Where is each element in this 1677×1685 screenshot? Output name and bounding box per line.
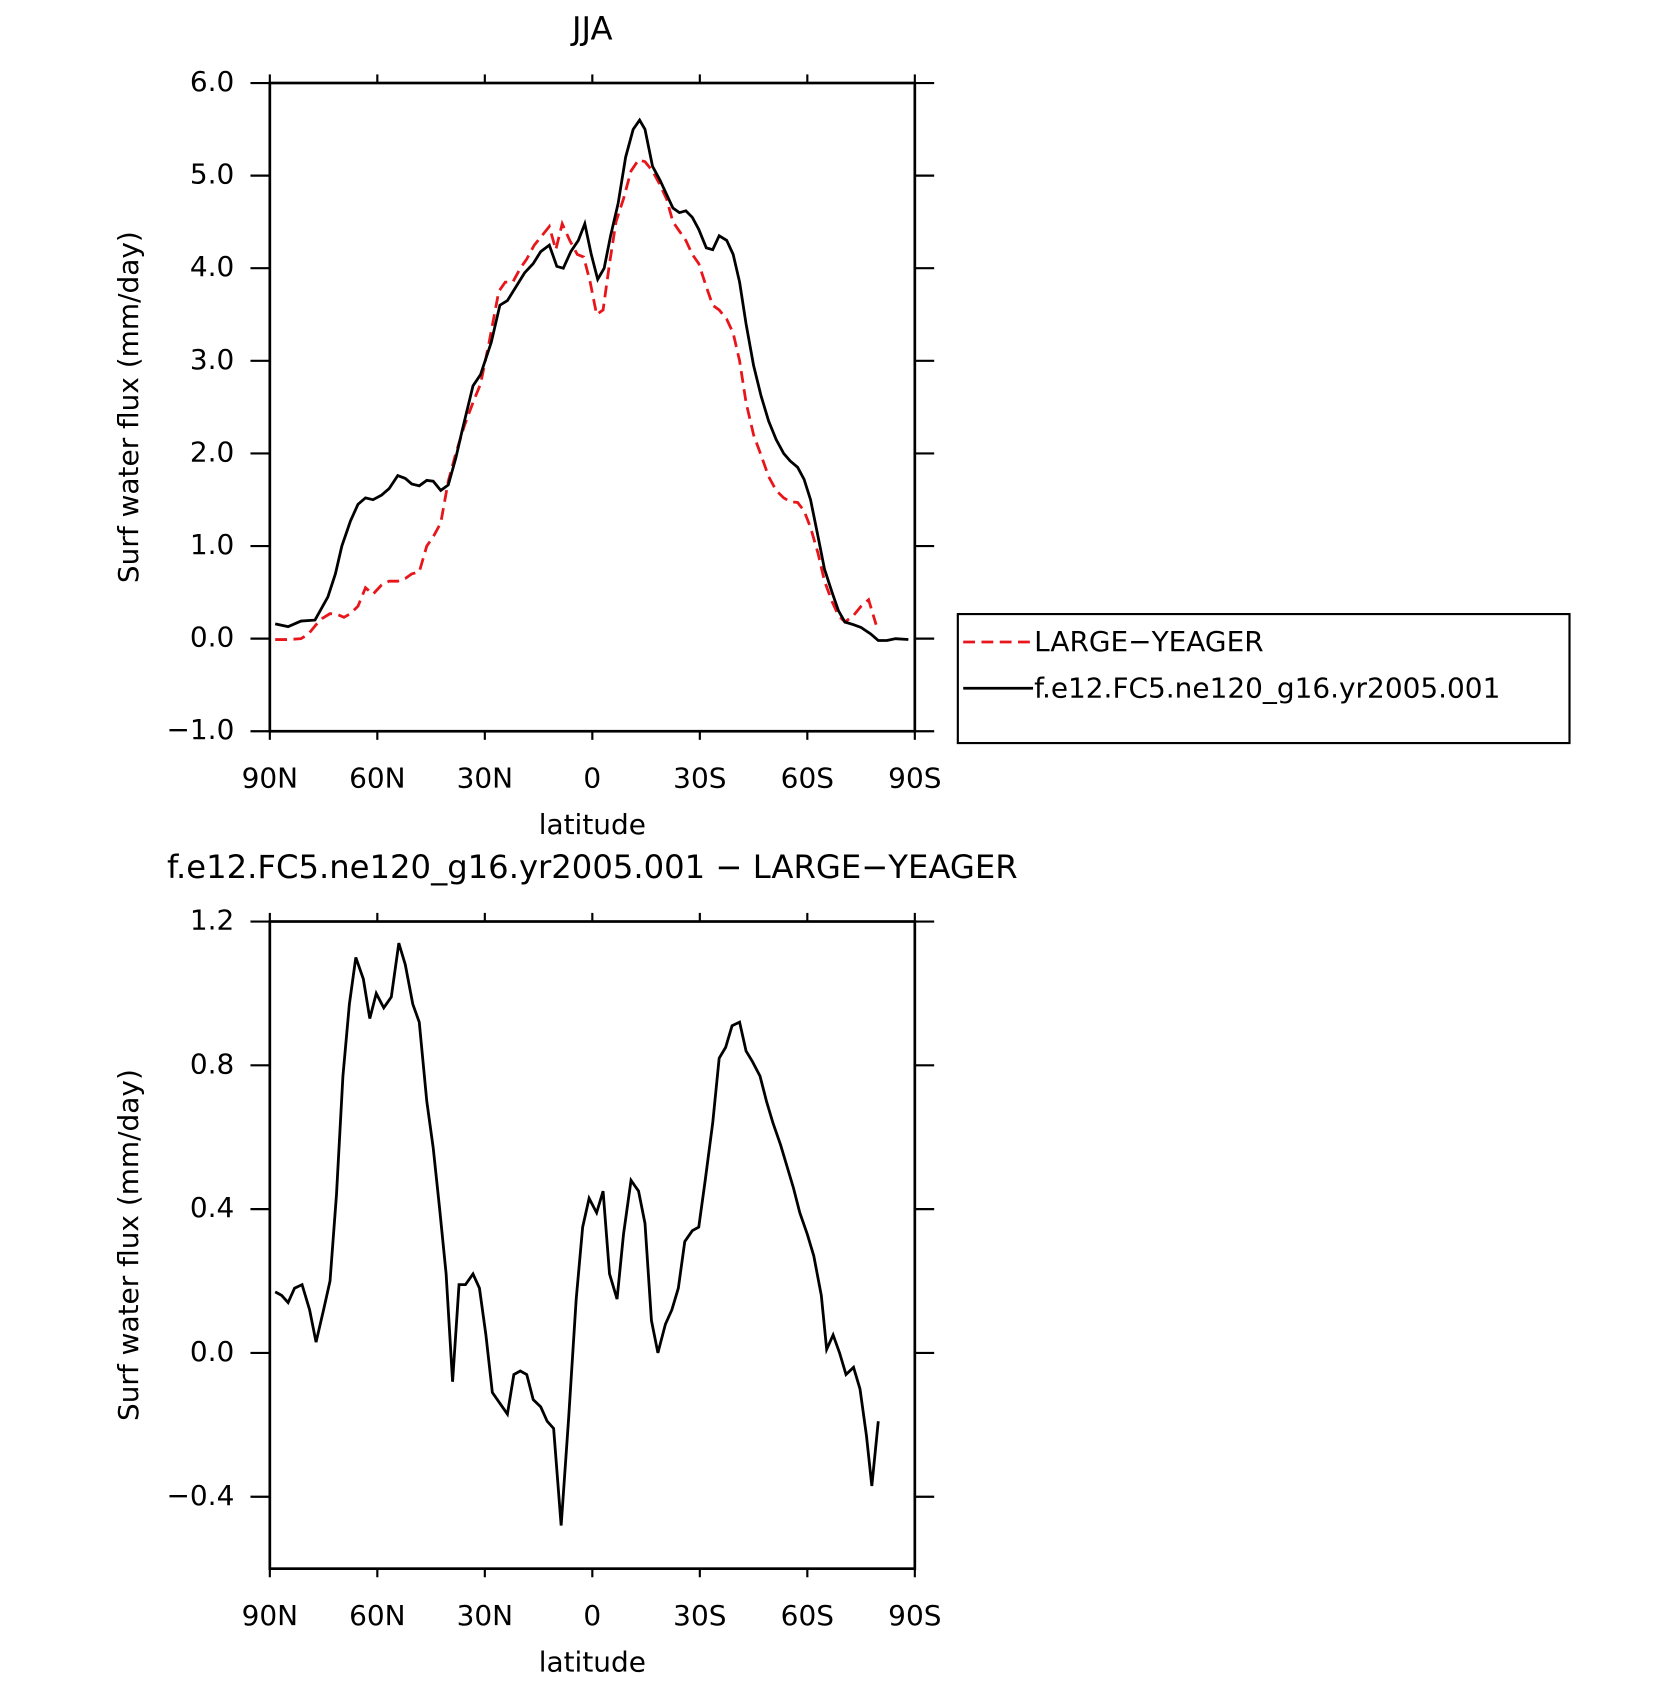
x-tick-label: 60S <box>781 1599 834 1632</box>
y-tick-label: −0.4 <box>167 1479 235 1512</box>
x-tick-label: 90N <box>242 762 298 795</box>
chart-title: JJA <box>570 9 613 47</box>
plot: f.e12.FC5.ne120_g16.yr2005.001 − LARGE−Y… <box>112 848 1018 1678</box>
y-tick-label: 0.0 <box>190 1335 234 1368</box>
y-axis-label: Surf water flux (mm/day) <box>112 231 145 583</box>
x-tick-label: 0 <box>583 1599 601 1632</box>
x-tick-label: 90S <box>888 1599 941 1632</box>
x-axis-label: latitude <box>539 808 646 841</box>
plot-frame <box>268 920 917 1571</box>
x-tick-label: 60N <box>349 762 405 795</box>
plot-frame <box>268 81 917 733</box>
x-tick-label: 60S <box>781 762 834 795</box>
x-tick-label: 60N <box>349 1599 405 1632</box>
data-line <box>274 942 880 1526</box>
y-tick-label: −1.0 <box>167 713 235 746</box>
y-tick-label: 0.8 <box>190 1047 234 1080</box>
y-tick-label: 4.0 <box>190 250 234 283</box>
y-tick-label: 1.2 <box>190 904 234 937</box>
x-tick-label: 30N <box>457 762 513 795</box>
y-tick-label: 0.0 <box>190 621 234 654</box>
data-line <box>275 158 878 641</box>
y-tick-label: 2.0 <box>190 435 234 468</box>
y-tick-label: 6.0 <box>190 65 234 98</box>
legend-box <box>956 612 1571 745</box>
x-tick-label: 30S <box>673 762 726 795</box>
x-axis-label: latitude <box>539 1645 646 1678</box>
y-tick-label: 5.0 <box>190 158 234 191</box>
x-tick-label: 30S <box>673 1599 726 1632</box>
y-axis-label: Surf water flux (mm/day) <box>112 1069 145 1421</box>
y-tick-label: 1.0 <box>190 528 234 561</box>
y-tick-label: 3.0 <box>190 343 234 376</box>
legend-label: f.e12.FC5.ne120_g16.yr2005.001 <box>1034 671 1500 704</box>
y-tick-label: 0.4 <box>190 1191 234 1224</box>
chart-title: f.e12.FC5.ne120_g16.yr2005.001 − LARGE−Y… <box>167 848 1018 886</box>
x-tick-label: 0 <box>583 762 601 795</box>
x-tick-label: 30N <box>457 1599 513 1632</box>
x-tick-label: 90S <box>888 762 941 795</box>
x-tick-label: 90N <box>242 1599 298 1632</box>
legend-label: LARGE−YEAGER <box>1034 625 1264 658</box>
data-line <box>274 117 909 642</box>
plot: JJA latitude Surf water flux (mm/day) −1.0 0… <box>112 9 1571 841</box>
